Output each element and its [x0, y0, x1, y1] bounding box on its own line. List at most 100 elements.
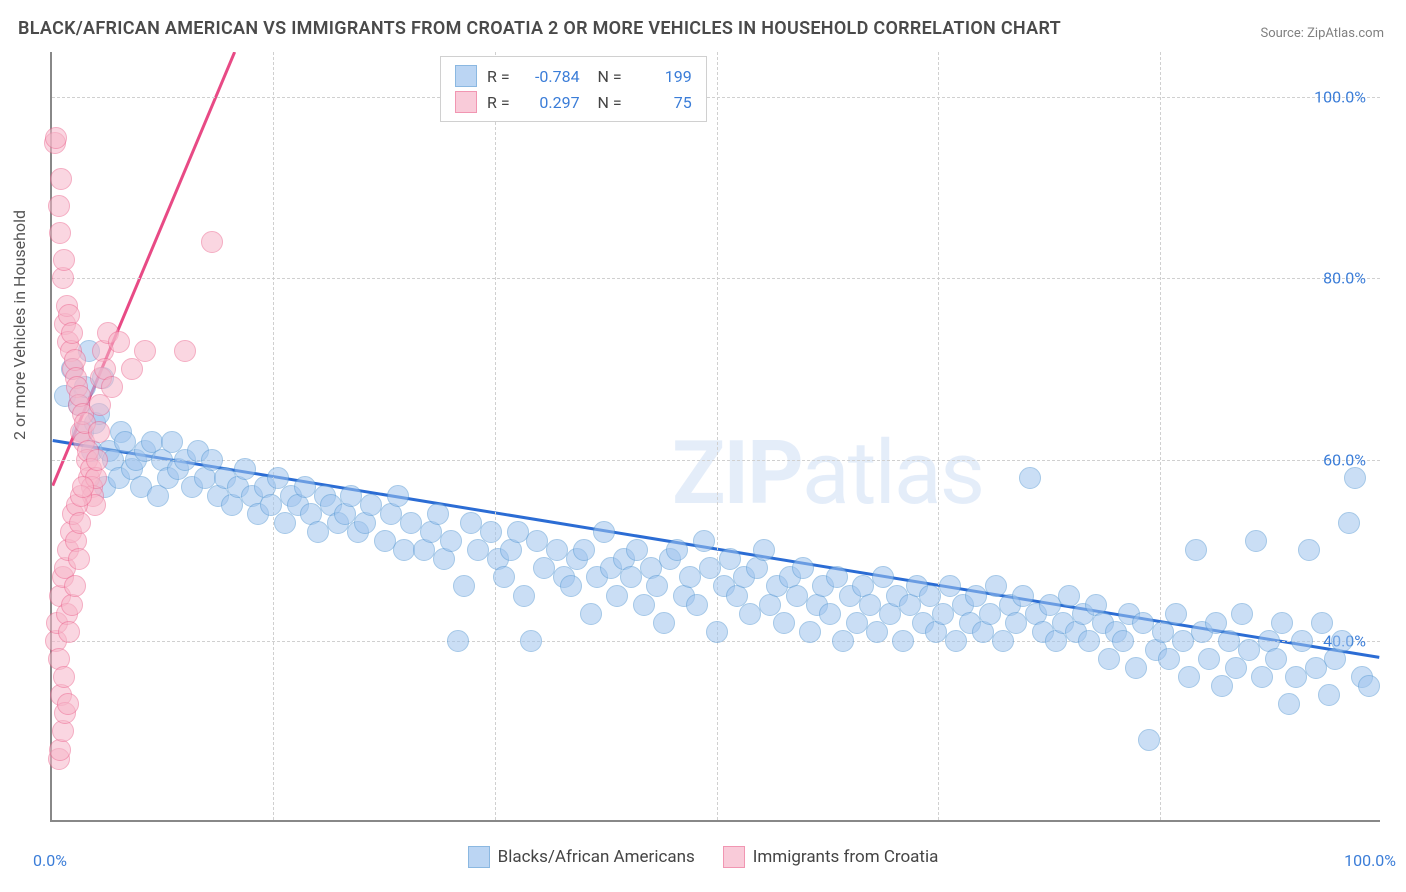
data-point — [307, 521, 329, 543]
data-point — [1298, 539, 1320, 561]
data-point — [53, 249, 75, 271]
data-point — [493, 566, 515, 588]
data-point — [440, 530, 462, 552]
data-point — [1344, 467, 1366, 489]
legend-swatch — [455, 65, 477, 87]
data-point — [832, 630, 854, 652]
data-point — [686, 594, 708, 616]
y-axis-label: 2 or more Vehicles in Household — [10, 210, 29, 440]
data-point — [1152, 621, 1174, 643]
series-legend: Blacks/African Americans Immigrants from… — [0, 846, 1406, 868]
data-point — [121, 358, 143, 380]
data-point — [1225, 657, 1247, 679]
watermark-zip: ZIP — [672, 422, 802, 525]
data-point — [773, 612, 795, 634]
data-point — [786, 585, 808, 607]
data-point — [1211, 675, 1233, 697]
data-point — [580, 603, 602, 625]
grid-line-h — [52, 97, 1380, 98]
data-point — [646, 575, 668, 597]
data-point — [1305, 657, 1327, 679]
data-point — [1231, 603, 1253, 625]
data-point — [64, 575, 86, 597]
data-point — [892, 630, 914, 652]
data-point — [859, 594, 881, 616]
chart-title: BLACK/AFRICAN AMERICAN VS IMMIGRANTS FRO… — [18, 18, 1061, 39]
data-point — [1358, 675, 1380, 697]
data-point — [633, 594, 655, 616]
data-point — [593, 521, 615, 543]
data-point — [360, 494, 382, 516]
data-point — [48, 195, 70, 217]
data-point — [427, 503, 449, 525]
data-point — [101, 376, 123, 398]
data-point — [560, 575, 582, 597]
grid-line-v — [717, 52, 718, 820]
data-point — [1158, 648, 1180, 670]
data-point — [1185, 539, 1207, 561]
data-point — [1265, 648, 1287, 670]
data-point — [1251, 666, 1273, 688]
y-tick-label: 60.0% — [1323, 450, 1366, 469]
data-point — [706, 621, 728, 643]
plot-area: ZIPatlas 40.0%60.0%80.0%100.0% — [50, 52, 1380, 822]
data-point — [1165, 603, 1187, 625]
data-point — [49, 222, 71, 244]
data-point — [620, 566, 642, 588]
data-point — [393, 539, 415, 561]
data-point — [1112, 630, 1134, 652]
data-point — [294, 476, 316, 498]
data-point — [453, 575, 475, 597]
data-point — [866, 621, 888, 643]
data-point — [819, 603, 841, 625]
legend-n-value: 75 — [632, 93, 692, 112]
data-point — [69, 512, 91, 534]
legend-r-value: 0.297 — [520, 93, 580, 112]
data-point — [1178, 666, 1200, 688]
grid-line-v — [1160, 52, 1161, 820]
grid-line-v — [273, 52, 274, 820]
data-point — [739, 603, 761, 625]
data-point — [546, 539, 568, 561]
correlation-legend: R = -0.784 N = 199 R = 0.297 N = 75 — [440, 56, 707, 122]
data-point — [61, 322, 83, 344]
data-point — [513, 585, 535, 607]
data-point — [1078, 630, 1100, 652]
y-tick-label: 100.0% — [1314, 88, 1366, 107]
data-point — [1005, 612, 1027, 634]
data-point — [1245, 530, 1267, 552]
legend-swatch — [723, 846, 745, 868]
grid-line-v — [938, 52, 939, 820]
watermark-atlas: atlas — [802, 422, 983, 525]
data-point — [1098, 648, 1120, 670]
series-legend-label: Immigrants from Croatia — [753, 847, 939, 867]
data-point — [460, 512, 482, 534]
data-point — [1019, 467, 1041, 489]
data-point — [274, 512, 296, 534]
data-point — [573, 539, 595, 561]
data-point — [679, 566, 701, 588]
legend-swatch — [468, 846, 490, 868]
data-point — [387, 485, 409, 507]
data-point — [201, 231, 223, 253]
data-point — [526, 530, 548, 552]
trend-lines-layer — [52, 52, 1380, 820]
data-point — [234, 458, 256, 480]
x-tick-label: 100.0% — [1344, 851, 1396, 870]
legend-r-label: R = — [487, 67, 510, 86]
data-point — [88, 421, 110, 443]
data-point — [1278, 693, 1300, 715]
data-point — [340, 485, 362, 507]
data-point — [68, 548, 90, 570]
data-point — [1318, 684, 1340, 706]
watermark: ZIPatlas — [672, 422, 983, 525]
legend-n-label: N = — [590, 93, 622, 112]
data-point — [1271, 612, 1293, 634]
grid-line-v — [495, 52, 496, 820]
data-point — [799, 621, 821, 643]
data-point — [1125, 657, 1147, 679]
x-tick-label: 0.0% — [33, 851, 67, 870]
data-point — [1285, 666, 1307, 688]
legend-row: R = -0.784 N = 199 — [455, 63, 692, 89]
legend-row: R = 0.297 N = 75 — [455, 89, 692, 115]
